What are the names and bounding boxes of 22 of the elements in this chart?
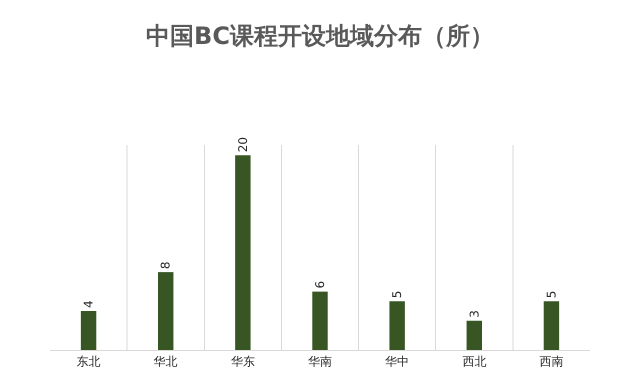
x-tick-label: 华中 [385, 354, 410, 368]
bar [158, 272, 174, 350]
x-tick-label: 东北 [76, 354, 101, 368]
bar [80, 311, 96, 350]
bar [389, 301, 405, 350]
bar [235, 155, 251, 350]
data-label: 4 [82, 300, 96, 308]
data-label: 6 [313, 280, 327, 289]
bar [466, 320, 482, 350]
data-label: 5 [390, 290, 404, 298]
data-label: 20 [236, 136, 250, 152]
x-tick-label: 华南 [308, 354, 332, 368]
x-tick-label: 西南 [539, 354, 564, 368]
x-tick-label: 西北 [462, 354, 486, 368]
chart-title: 中国BC课程开设地域分布（所） [146, 22, 494, 50]
data-label: 3 [467, 310, 482, 318]
x-tick-label: 华东 [230, 354, 255, 368]
x-tick-label: 华北 [154, 354, 178, 368]
data-label: 8 [158, 261, 173, 270]
bar [544, 301, 560, 350]
data-label: 5 [544, 290, 558, 298]
bar [312, 292, 328, 350]
